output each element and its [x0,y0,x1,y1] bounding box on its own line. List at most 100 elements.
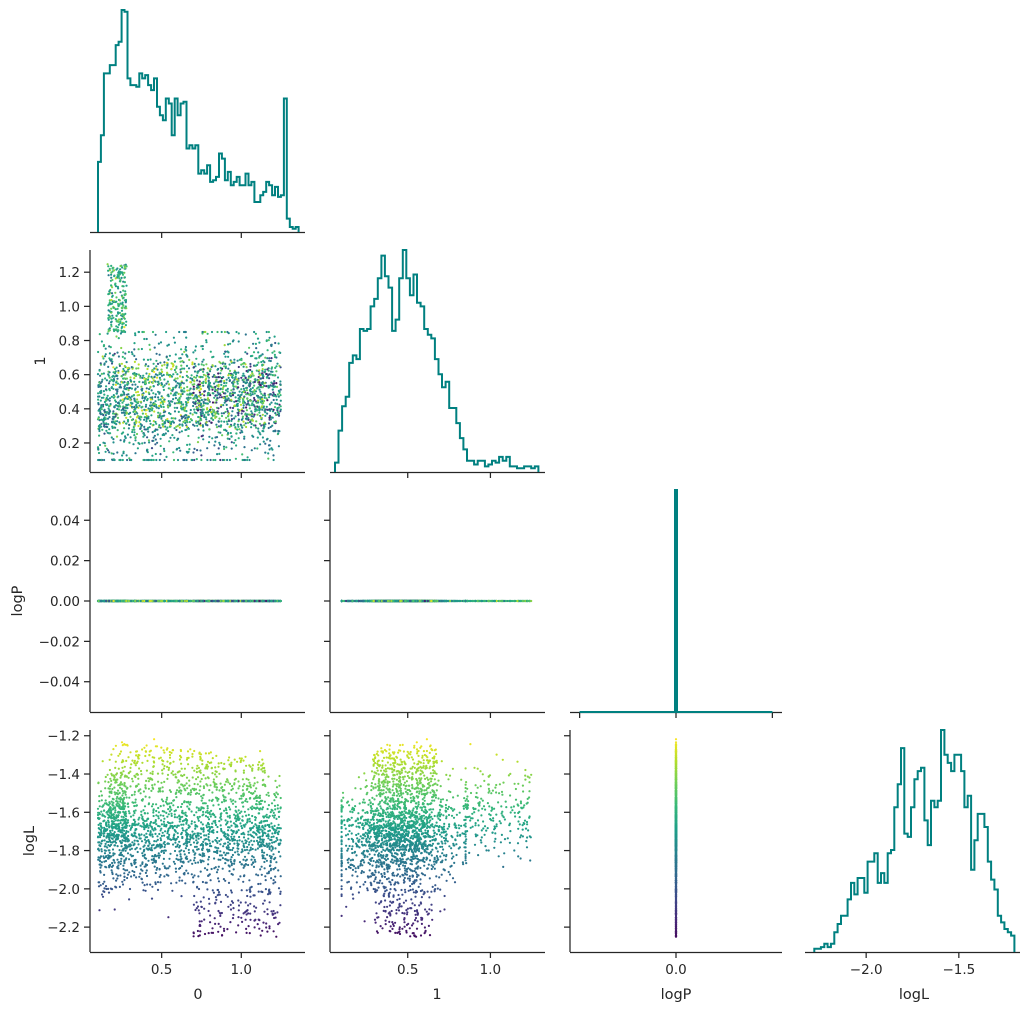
scatter-point [112,441,115,444]
scatter-point [242,372,245,375]
scatter-point [110,323,113,326]
scatter-point [143,337,146,341]
scatter-point [172,421,175,424]
y-tick-label: −0.04 [39,675,80,691]
scatter-point [140,389,144,392]
scatter-point [170,362,173,365]
scatter-point [156,433,159,436]
scatter-point [257,386,260,389]
scatter-point [227,374,230,377]
scatter-point [127,382,130,385]
scatter-point [169,412,172,416]
scatter-point [110,284,113,287]
scatter-point [246,352,249,355]
scatter-point [235,371,238,374]
scatter-point [138,421,141,424]
scatter-point [193,458,196,462]
scatter-point [192,404,195,408]
scatter-point [241,415,244,418]
scatter-point [132,394,136,397]
scatter-point [262,424,266,428]
scatter-point [140,430,143,433]
scatter-point [279,599,282,603]
scatter-point [207,382,211,385]
scatter-point [192,385,195,388]
scatter-point [116,388,119,391]
scatter-point [108,316,111,319]
scatter-point [258,341,261,344]
scatter-point [244,333,247,336]
scatter-point [222,404,225,407]
scatter-point [196,441,200,444]
scatter-point [124,436,127,439]
scatter-point [146,367,149,371]
scatter-point [166,344,169,347]
scatter-point [252,424,255,427]
scatter-point [178,423,181,426]
scatter-point [98,409,102,412]
scatter-point [100,408,103,411]
scatter-point [210,330,214,334]
scatter-point [143,434,146,437]
scatter-point [186,443,189,446]
scatter-point [128,423,131,426]
scatter-point [137,424,140,428]
scatter-point [184,428,187,432]
y-axis-label-1: 1 [33,356,49,365]
scatter-point [226,423,229,426]
scatter-point [123,264,126,268]
scatter-logP-vs-1 [340,599,533,603]
scatter-point [196,386,199,389]
scatter-point [158,371,161,374]
scatter-point [197,383,200,386]
scatter-point [200,454,203,457]
scatter-point [261,436,264,439]
scatter-point [266,368,269,371]
scatter-point [153,402,156,405]
scatter-point [243,458,247,462]
scatter-point [196,449,199,452]
scatter-point [270,381,273,384]
scatter-point [118,273,121,276]
scatter-point [201,376,204,379]
scatter-point [142,374,145,377]
scatter-point [134,374,138,378]
scatter-point [205,408,209,411]
panel-logL-vs-0 [84,730,305,958]
scatter-point [258,381,261,384]
scatter-point [98,443,102,447]
scatter-point [272,454,275,457]
scatter-point [122,351,125,354]
scatter-point [258,388,261,391]
scatter-point [253,599,256,603]
scatter-point [136,398,139,401]
scatter-point [114,277,117,280]
scatter-point [249,380,252,383]
scatter-point [120,346,123,350]
scatter-point [241,374,244,377]
scatter-point [237,418,240,421]
scatter-point [151,439,154,442]
scatter-point [210,386,213,389]
scatter-point [151,381,154,384]
scatter-point [127,389,130,392]
scatter-point [197,436,200,439]
scatter-point [231,410,234,413]
scatter-point [275,365,278,368]
scatter-point [206,402,209,405]
scatter-point [247,375,250,378]
scatter-point [238,400,241,403]
scatter-point [234,426,237,429]
scatter-point [245,425,248,429]
scatter-point [153,404,156,408]
scatter-point [100,422,103,425]
scatter-point [251,372,254,375]
scatter-point [229,392,232,395]
scatter-point [155,359,158,362]
scatter-point [130,418,134,422]
scatter-point [260,392,263,395]
scatter-point [133,377,136,380]
scatter-point [146,378,150,381]
scatter-point [104,347,107,350]
scatter-point [177,410,180,413]
